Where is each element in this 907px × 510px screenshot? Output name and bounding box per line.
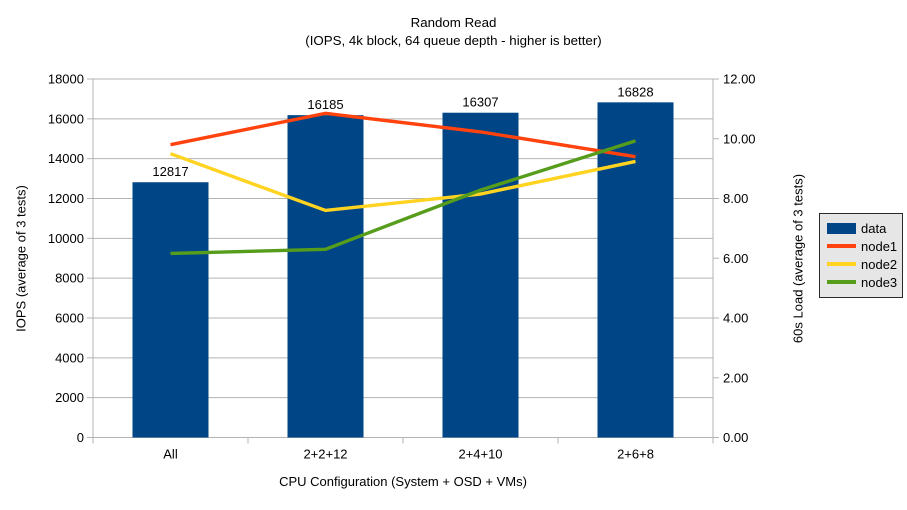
- legend-bar-swatch: [827, 222, 856, 234]
- right-tick-label: 8.00: [723, 191, 748, 206]
- x-axis-title: CPU Configuration (System + OSD + VMs): [279, 474, 527, 489]
- legend-entry-node2: node2: [827, 255, 898, 273]
- left-tick-label: 18000: [48, 72, 84, 87]
- category-label: 2+6+8: [617, 447, 654, 462]
- left-tick-label: 14000: [48, 151, 84, 166]
- right-tick-label: 0.00: [723, 430, 748, 445]
- line-node3: [170, 139, 637, 256]
- bar-data: [132, 182, 209, 438]
- left-tick-label: 6000: [55, 311, 84, 326]
- bar-value-label: 16828: [617, 84, 653, 99]
- left-tick-label: 4000: [55, 350, 84, 365]
- line-node1: [170, 111, 636, 159]
- legend-entry-node1: node1: [827, 237, 898, 255]
- left-axis-title: IOPS (average of 3 tests): [13, 185, 29, 332]
- left-tick-label: 0: [77, 430, 84, 445]
- bar-data: [287, 115, 364, 438]
- legend-label: node1: [861, 238, 898, 254]
- chart-title: Random Read (IOPS, 4k block, 64 queue de…: [0, 14, 907, 50]
- chart-title-line2: (IOPS, 4k block, 64 queue depth - higher…: [305, 33, 602, 48]
- right-tick-label: 6.00: [723, 251, 748, 266]
- legend-entry-data: data: [827, 219, 896, 237]
- bar-value-label: 16185: [307, 97, 343, 112]
- legend-label: data: [861, 220, 887, 236]
- right-tick-label: 12.00: [723, 72, 756, 87]
- right-tick-label: 10.00: [723, 131, 756, 146]
- category-label: All: [163, 447, 178, 462]
- left-tick-label: 2000: [55, 390, 84, 405]
- category-label: 2+4+10: [458, 447, 502, 462]
- chart-legend: data node1 node2 node3: [819, 213, 903, 298]
- chart-title-line1: Random Read: [410, 15, 497, 30]
- left-tick-label: 10000: [48, 231, 84, 246]
- right-axis-title: 60s Load (average of 3 tests): [790, 173, 806, 344]
- bar-data: [597, 102, 674, 438]
- legend-label: node3: [861, 274, 898, 290]
- right-tick-label: 4.00: [723, 311, 748, 326]
- left-tick-label: 8000: [55, 271, 84, 286]
- legend-entry-node3: node3: [827, 273, 898, 291]
- legend-line-swatch: [827, 244, 856, 248]
- right-tick-label: 2.00: [723, 370, 748, 385]
- bar-value-label: 16307: [462, 95, 498, 110]
- bar-data: [442, 112, 519, 438]
- legend-line-swatch: [827, 280, 856, 284]
- left-tick-label: 16000: [48, 111, 84, 126]
- bar-value-label: 12817: [152, 164, 188, 179]
- legend-line-swatch: [827, 262, 856, 266]
- category-label: 2+2+12: [303, 447, 347, 462]
- line-node2: [169, 152, 636, 213]
- left-tick-label: 12000: [48, 191, 84, 206]
- legend-label: node2: [861, 256, 898, 272]
